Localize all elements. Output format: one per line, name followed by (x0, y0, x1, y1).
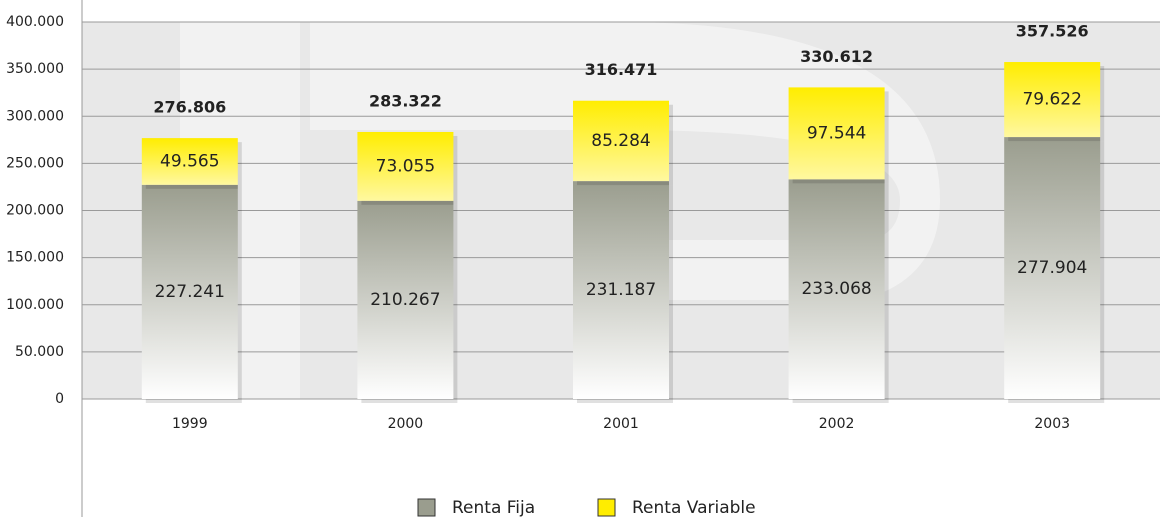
legend-swatch (417, 498, 436, 517)
y-tick-label: 350.000 (6, 61, 64, 77)
value-label: 210.267 (370, 290, 440, 310)
bar-segment (357, 131, 454, 201)
y-tick-label: 0 (55, 391, 64, 407)
bar-segment (1004, 137, 1101, 399)
value-label: 97.544 (807, 123, 866, 143)
value-label: 73.055 (376, 156, 435, 176)
bar-segment (573, 181, 669, 399)
y-tick-label: 100.000 (6, 297, 64, 313)
total-label: 283.322 (369, 91, 442, 110)
y-tick-label: 300.000 (6, 108, 64, 124)
bar-segment (141, 184, 238, 399)
value-label: 227.241 (155, 282, 225, 302)
bar-segment (573, 100, 669, 182)
y-tick-label: 200.000 (6, 203, 64, 219)
x-tick-label: 2003 (1034, 416, 1070, 432)
y-tick-label: 150.000 (6, 250, 64, 266)
total-label: 330.612 (800, 47, 873, 66)
bar-segment (1004, 62, 1101, 138)
bar-segment (141, 138, 238, 185)
legend-swatch (597, 498, 616, 517)
bar-segment (357, 200, 454, 399)
x-tick-label: 2000 (388, 416, 424, 432)
total-label: 276.806 (153, 98, 226, 117)
value-label: 233.068 (801, 279, 871, 299)
x-tick-label: 2002 (819, 416, 855, 432)
total-label: 316.471 (585, 60, 658, 79)
y-tick-label: 50.000 (15, 344, 64, 360)
value-label: 79.622 (1022, 90, 1081, 110)
total-label: 357.526 (1016, 22, 1089, 41)
bar-segment (788, 179, 885, 399)
legend-label: Renta Fija (452, 498, 535, 517)
legend-label: Renta Variable (632, 498, 756, 517)
value-label: 277.904 (1017, 258, 1087, 278)
bar-segment (788, 87, 885, 180)
x-tick-label: 1999 (172, 416, 208, 432)
value-label: 231.187 (586, 280, 656, 300)
x-tick-label: 2001 (603, 416, 639, 432)
y-tick-label: 400.000 (6, 14, 64, 30)
y-tick-label: 250.000 (6, 155, 64, 171)
value-label: 85.284 (591, 131, 650, 151)
value-label: 49.565 (160, 151, 219, 171)
